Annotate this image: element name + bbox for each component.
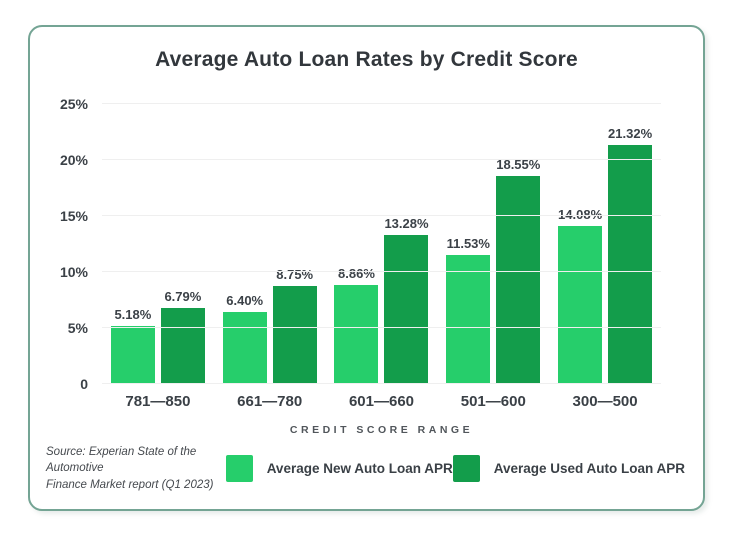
bar-value-label: 8.75% xyxy=(276,267,314,282)
bar-value-label: 6.40% xyxy=(226,293,264,309)
bar-col: 14.08% xyxy=(558,104,602,384)
chart-title: Average Auto Loan Rates by Credit Score xyxy=(155,48,578,71)
x-category-label-781—850: 781—850 xyxy=(125,393,191,410)
bar-used-apr-501—600 xyxy=(496,176,541,384)
bar-new-apr-501—600 xyxy=(446,254,491,384)
y-tick-label-0: 0 xyxy=(80,376,88,392)
legend-label-used-apr: Average Used Auto Loan APR xyxy=(493,461,685,476)
gridline-25 xyxy=(102,103,661,104)
bar-value-label: 5.18% xyxy=(114,306,152,322)
x-category-label-300—500: 300—500 xyxy=(572,393,638,410)
gridline-15 xyxy=(102,215,661,216)
bar-new-apr-300—500 xyxy=(558,226,603,384)
bar-col: 6.40% xyxy=(222,104,267,384)
x-category-label-601—660: 601—660 xyxy=(348,393,415,410)
bar-value-label: 14.08% xyxy=(558,207,603,223)
bar-group-501—600: 11.53% 18.55% xyxy=(437,104,549,384)
gridline-0 xyxy=(102,383,661,384)
gridline-10 xyxy=(102,271,661,272)
y-tick-label-10: 10% xyxy=(59,264,88,280)
bar-col: 8.75% xyxy=(272,104,317,384)
bar-group-601—660: 8.86% 13.28% xyxy=(326,104,438,384)
x-category-label-661—780: 661—780 xyxy=(237,393,303,410)
bar-used-apr-661—780 xyxy=(272,286,317,384)
legend-swatch-new-apr xyxy=(225,455,253,482)
x-axis-category-row: 781—850 661—780 601—660 501—600 300—500 xyxy=(102,393,661,410)
bar-col: 6.79% xyxy=(160,104,205,384)
y-tick-label-20: 20% xyxy=(59,152,88,168)
bar-value-label: 8.86% xyxy=(338,265,375,281)
bar-value-label: 6.79% xyxy=(164,288,202,304)
legend-item-new-apr: Average New Auto Loan APR xyxy=(225,455,453,482)
gridline-20 xyxy=(102,159,661,160)
bar-group-661—780: 6.40% 8.75% xyxy=(214,104,326,384)
y-tick-label-15: 15% xyxy=(59,208,88,224)
bar-used-apr-601—660 xyxy=(384,235,429,384)
y-tick-label-5: 5% xyxy=(67,320,88,336)
y-tick-label-25: 25% xyxy=(59,96,88,112)
bar-group-781—850: 5.18% 6.79% xyxy=(102,104,214,384)
x-axis-title: CREDIT SCORE RANGE xyxy=(289,424,474,436)
x-category-label-501—600: 501—600 xyxy=(460,393,526,410)
plot-area: 5.18% 6.79% 6.40% 8.75% 8.86% 13.28% 11.53% 18.… xyxy=(60,96,661,392)
bar-col: 13.28% xyxy=(384,104,429,384)
chart-card: Average Auto Loan Rates by Credit Score … xyxy=(28,25,705,511)
bar-value-label: 21.32% xyxy=(608,126,653,142)
bar-value-label: 13.28% xyxy=(384,216,429,232)
chart-footer: Source: Experian State of the Automotive… xyxy=(46,444,687,493)
bar-group-300—500: 14.08% 21.32% xyxy=(549,104,661,384)
bar-col: 11.53% xyxy=(446,104,491,384)
gridline-5 xyxy=(102,327,661,328)
bars-row: 5.18% 6.79% 6.40% 8.75% 8.86% 13.28% 11.53% 18.… xyxy=(102,104,661,384)
source-note: Source: Experian State of the Automotive… xyxy=(46,444,214,493)
legend-label-new-apr: Average New Auto Loan APR xyxy=(266,461,453,476)
bar-new-apr-781—850 xyxy=(110,325,155,384)
source-line-1: Source: Experian State of the Automotive xyxy=(46,446,197,475)
bar-value-label: 11.53% xyxy=(446,235,490,251)
bar-col: 8.86% xyxy=(334,104,379,384)
bar-col: 18.55% xyxy=(496,104,540,384)
bar-value-label: 18.55% xyxy=(496,157,541,173)
bar-col: 21.32% xyxy=(608,104,652,384)
legend-item-used-apr: Average Used Auto Loan APR xyxy=(452,455,685,482)
source-line-2: Finance Market report (Q1 2023) xyxy=(46,478,214,491)
legend: Average New Auto Loan APR Average Used A… xyxy=(225,455,687,482)
bar-new-apr-661—780 xyxy=(222,312,267,384)
legend-swatch-used-apr xyxy=(452,455,480,482)
bar-col: 5.18% xyxy=(110,104,155,384)
bar-used-apr-300—500 xyxy=(608,145,653,384)
bar-new-apr-601—660 xyxy=(334,284,379,384)
bar-used-apr-781—850 xyxy=(160,307,205,384)
